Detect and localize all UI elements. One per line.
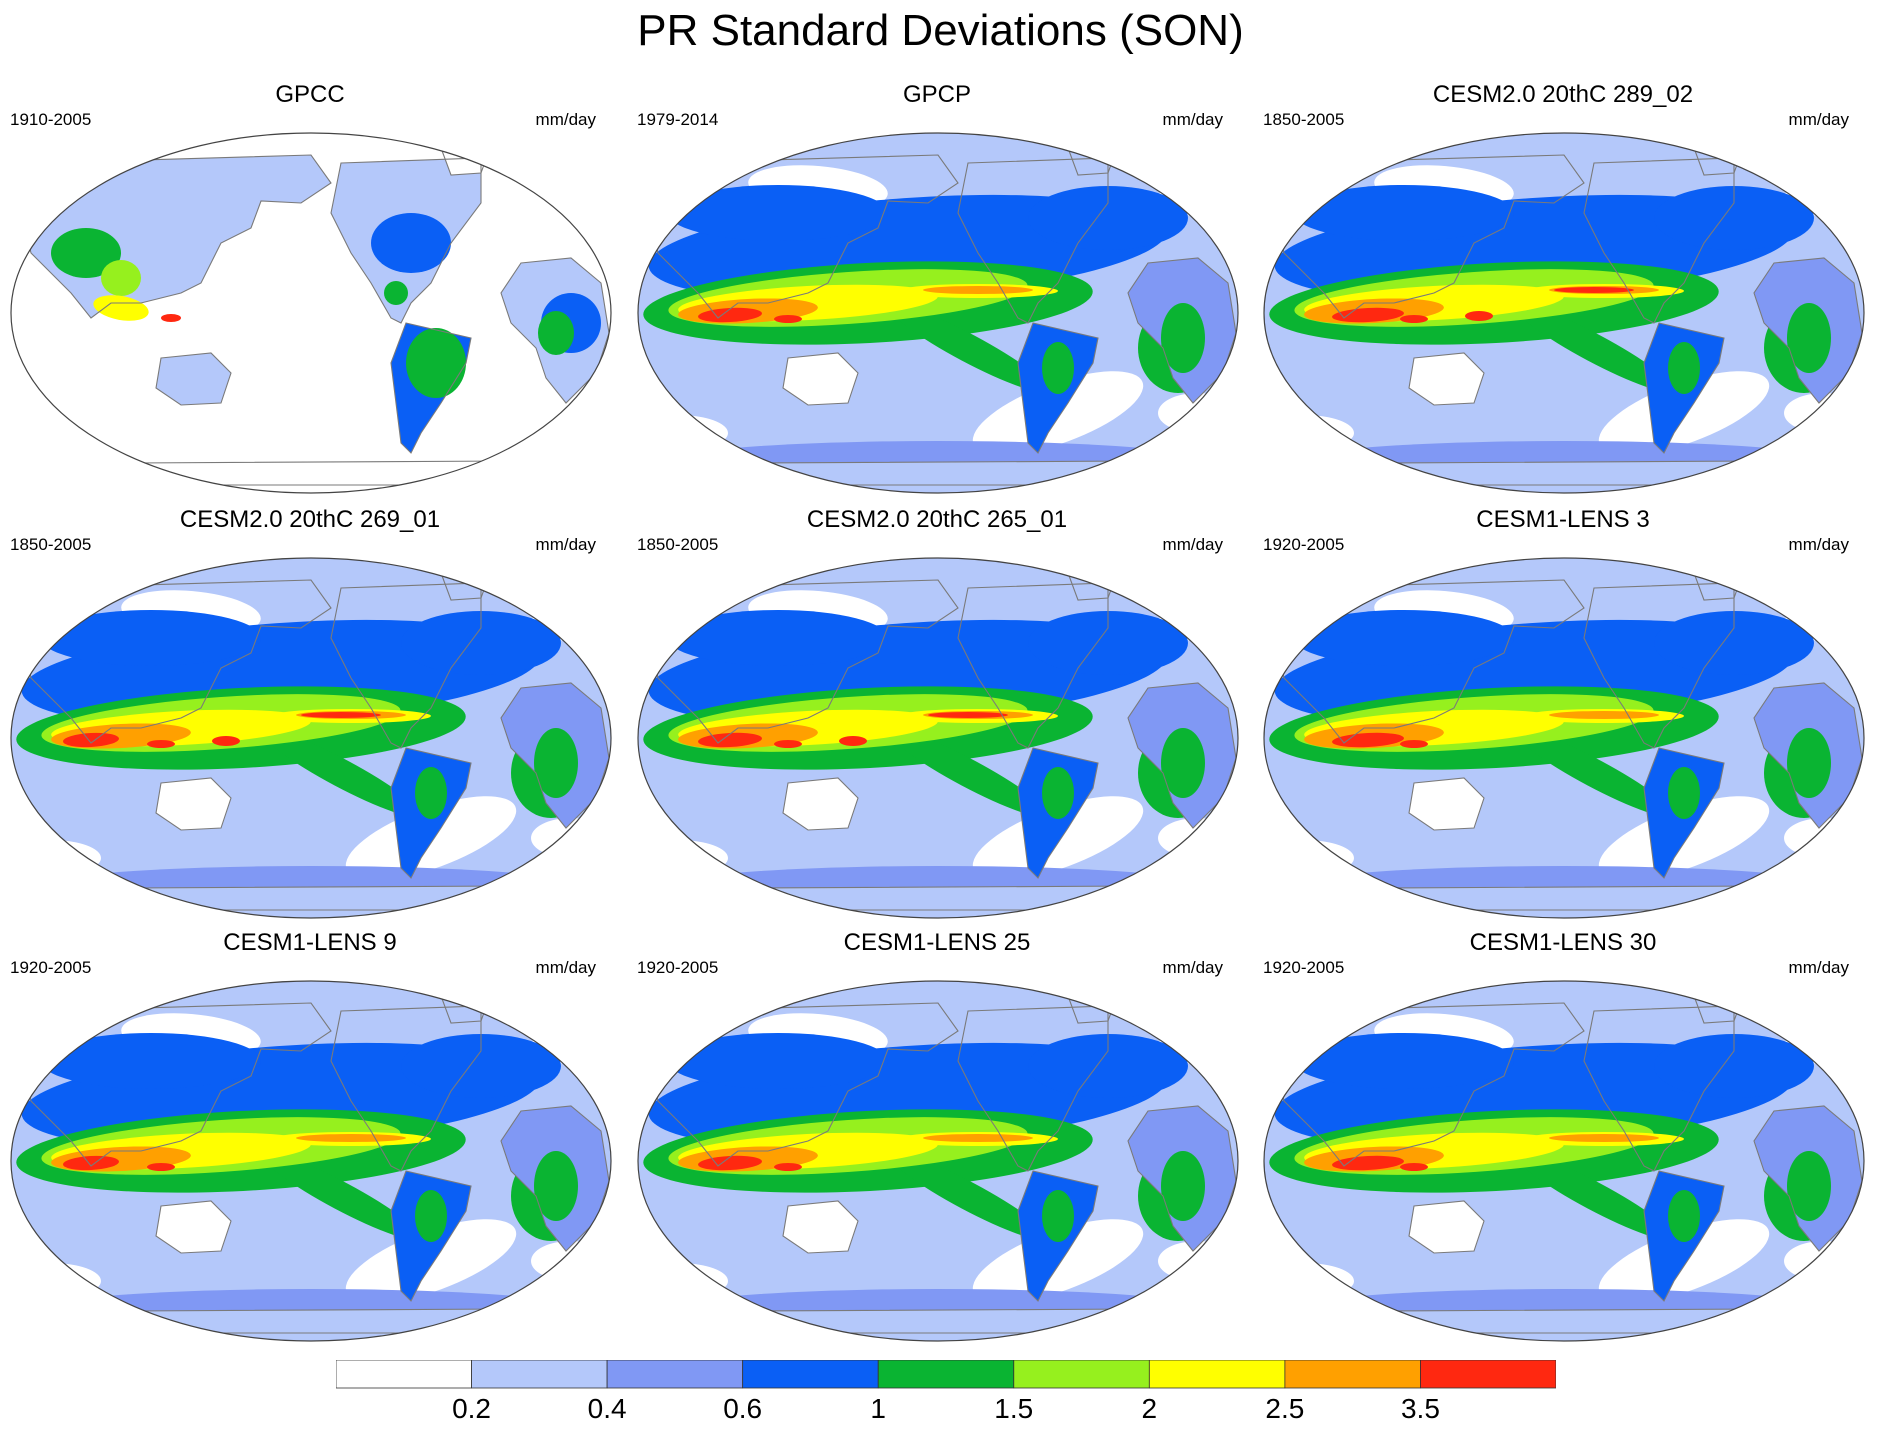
map-outline	[1263, 557, 1865, 919]
colorbar-swatch	[336, 1360, 472, 1389]
panel-period: 1910-2005	[10, 110, 92, 129]
map-field	[637, 980, 1239, 1342]
colorbar-swatch	[1420, 1360, 1556, 1389]
panel-period: 1920-2005	[637, 958, 719, 977]
colorbar-label: 0.4	[588, 1393, 627, 1424]
map-field	[1263, 557, 1865, 919]
panel-title: CESM1-LENS 25	[843, 929, 1031, 956]
panel-period: 1850-2005	[1263, 110, 1345, 129]
colorbar-swatch	[1284, 1360, 1421, 1389]
map-field	[1263, 132, 1865, 494]
colorbar-swatch	[1013, 1360, 1150, 1389]
colorbar-swatch	[1148, 1360, 1286, 1389]
figure-title: PR Standard Deviations (SON)	[637, 6, 1244, 55]
panel-period: 1920-2005	[1263, 535, 1345, 554]
map-field	[1263, 980, 1865, 1342]
map-outline	[637, 132, 1239, 494]
map-outline	[637, 557, 1239, 919]
colorbar-swatch	[742, 1360, 879, 1389]
map-panel: CESM1-LENS 3 1920-2005 mm/day	[1253, 505, 1873, 925]
map-outline	[10, 557, 612, 919]
colorbar-label: 1.5	[994, 1393, 1033, 1424]
map-panel: GPCC 1910-2005 mm/day	[0, 80, 620, 500]
panel-units: mm/day	[1788, 110, 1849, 129]
panel-units: mm/day	[1162, 110, 1223, 129]
panel-units: mm/day	[535, 958, 596, 977]
panel-period: 1920-2005	[10, 958, 92, 977]
map-field	[637, 132, 1239, 494]
map-field	[10, 557, 612, 919]
map-field	[10, 980, 612, 1342]
map-panel: CESM2.0 20thC 289_02 1850-2005 mm/day	[1253, 80, 1873, 500]
map-outline	[1263, 980, 1865, 1342]
panel-title: CESM1-LENS 9	[223, 929, 397, 956]
panel-units: mm/day	[535, 535, 596, 554]
panel-title: CESM1-LENS 30	[1469, 929, 1657, 956]
panel-title: GPCC	[275, 81, 345, 108]
panel-title: CESM2.0 20thC 289_02	[1432, 81, 1694, 108]
colorbar-swatch	[877, 1360, 1015, 1389]
colorbar-label: 2.5	[1265, 1393, 1304, 1424]
colorbar: 0.2 0.4 0.6 1 1.5 2 2.5 3.5	[336, 1360, 1556, 1424]
colorbar-label: 2	[1142, 1393, 1158, 1424]
map-panel: CESM2.0 20thC 265_01 1850-2005 mm/day	[627, 505, 1247, 925]
map-panel: CESM1-LENS 25 1920-2005 mm/day	[627, 928, 1247, 1348]
panel-period: 1850-2005	[10, 535, 92, 554]
panel-period: 1850-2005	[637, 535, 719, 554]
panel-units: mm/day	[1162, 958, 1223, 977]
panel-units: mm/day	[535, 110, 596, 129]
map-panel: CESM1-LENS 30 1920-2005 mm/day	[1253, 928, 1873, 1348]
colorbar-label: 0.2	[452, 1393, 491, 1424]
map-outline	[10, 980, 612, 1342]
map-outline	[637, 980, 1239, 1342]
panel-title: CESM2.0 20thC 269_01	[179, 506, 441, 533]
colorbar-swatch	[471, 1360, 608, 1389]
map-outline	[10, 132, 612, 494]
panel-title: CESM2.0 20thC 265_01	[806, 506, 1068, 533]
panel-units: mm/day	[1162, 535, 1223, 554]
panel-period: 1979-2014	[637, 110, 719, 129]
panel-period: 1920-2005	[1263, 958, 1345, 977]
colorbar-label: 1	[870, 1393, 886, 1424]
map-panel: GPCP 1979-2014 mm/day	[627, 80, 1247, 500]
map-outline	[1263, 132, 1865, 494]
colorbar-label: 0.6	[723, 1393, 762, 1424]
panel-units: mm/day	[1788, 535, 1849, 554]
panel-title: GPCP	[902, 81, 971, 108]
colorbar-label: 3.5	[1401, 1393, 1440, 1424]
map-field	[637, 557, 1239, 919]
panel-units: mm/day	[1788, 958, 1849, 977]
map-panel: CESM2.0 20thC 269_01 1850-2005 mm/day	[0, 505, 620, 925]
colorbar-swatch	[606, 1360, 744, 1389]
map-panel: CESM1-LENS 9 1920-2005 mm/day	[0, 928, 620, 1348]
panel-title: CESM1-LENS 3	[1476, 506, 1650, 533]
map-field	[10, 132, 612, 494]
